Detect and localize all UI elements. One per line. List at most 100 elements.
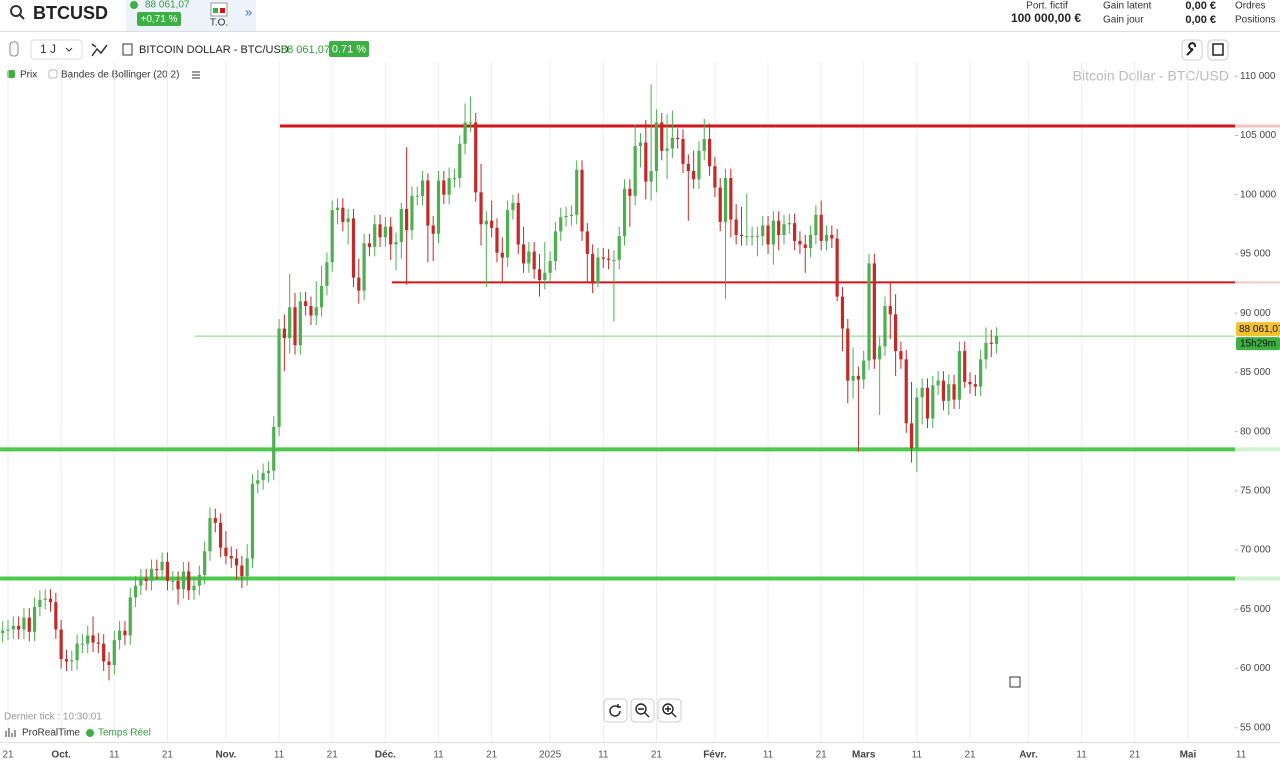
candle-body bbox=[606, 258, 611, 260]
y-tick-label: 55 000 bbox=[1240, 722, 1271, 733]
candle-body bbox=[782, 224, 786, 235]
candle-body bbox=[750, 236, 754, 238]
candle-body bbox=[86, 635, 90, 644]
candle-body bbox=[516, 202, 520, 245]
y-tick-label: 110 000 bbox=[1240, 71, 1276, 82]
portfolio-label: Port. fictif bbox=[1026, 1, 1068, 12]
candle-body bbox=[378, 224, 382, 238]
candle-body bbox=[139, 578, 143, 586]
candle-body bbox=[38, 599, 42, 607]
candle-body bbox=[6, 629, 10, 631]
candle-body bbox=[862, 360, 866, 380]
last-price-label: 88 061,07 bbox=[1239, 324, 1280, 335]
realtime-dot bbox=[86, 729, 94, 737]
candle-body bbox=[564, 216, 568, 218]
candle-body bbox=[426, 180, 430, 226]
bollinger-legend: Bandes de Bollinger (20 2) bbox=[61, 70, 179, 81]
x-tick-label: 11 bbox=[109, 750, 120, 761]
candle-body bbox=[723, 178, 728, 222]
positions[interactable]: Positions bbox=[1235, 15, 1276, 26]
countdown: 15h29m bbox=[1240, 338, 1276, 349]
candle-body bbox=[436, 180, 441, 234]
search-icon[interactable] bbox=[10, 5, 25, 20]
price-legend-swatch[interactable] bbox=[7, 70, 15, 78]
candle-body bbox=[718, 187, 722, 222]
candle-body bbox=[367, 243, 372, 247]
candle-body bbox=[357, 277, 361, 291]
candle-body bbox=[580, 169, 584, 232]
header-price: 88 061,07 bbox=[145, 0, 190, 11]
indicator-icon[interactable] bbox=[91, 43, 108, 57]
candle-body bbox=[936, 380, 940, 386]
candle-body bbox=[872, 263, 876, 360]
period: 1 J bbox=[40, 42, 56, 56]
candle-body bbox=[585, 231, 589, 254]
candle-body bbox=[697, 150, 701, 180]
calendar-button[interactable] bbox=[1207, 39, 1229, 61]
candle-body bbox=[410, 195, 414, 231]
candle-body bbox=[979, 359, 983, 387]
candle-body bbox=[957, 351, 961, 400]
candle-body bbox=[452, 178, 457, 180]
orders[interactable]: Ordres bbox=[1235, 1, 1266, 12]
expand[interactable]: » bbox=[245, 4, 252, 19]
zoom-out-icon bbox=[635, 703, 647, 715]
order-button[interactable]: T.O. bbox=[210, 2, 228, 29]
candle-body bbox=[840, 296, 845, 329]
candle-body bbox=[622, 188, 627, 237]
chart-toolbar: 1 J BITCOIN DOLLAR - BTC/USD 88 061,07 0… bbox=[7, 39, 1229, 81]
toolbar-change: 0.71 % bbox=[332, 43, 366, 55]
last-tick: Dernier tick : 10:30:01 bbox=[4, 712, 102, 723]
candle-body bbox=[931, 385, 935, 419]
candle-body bbox=[575, 169, 579, 215]
candle-body bbox=[888, 306, 892, 315]
candle-body bbox=[245, 558, 249, 577]
candle-body bbox=[628, 188, 632, 196]
candle-body bbox=[867, 263, 871, 361]
y-tick-label: 65 000 bbox=[1240, 604, 1271, 615]
candle-body bbox=[474, 122, 478, 193]
candle-body bbox=[112, 640, 116, 665]
candle-body bbox=[277, 328, 281, 427]
candle-body bbox=[165, 561, 170, 581]
candle-body bbox=[915, 397, 919, 449]
candle-body bbox=[835, 238, 839, 297]
candle-body bbox=[633, 146, 637, 196]
x-tick-label: Avr. bbox=[1019, 750, 1038, 761]
candle-body bbox=[118, 630, 122, 641]
symbol: BTCUSD bbox=[33, 3, 108, 23]
zoom-in-button[interactable] bbox=[657, 698, 682, 723]
candle-body bbox=[458, 143, 462, 179]
candle-body bbox=[984, 342, 988, 360]
candle-body bbox=[729, 178, 733, 220]
candle-body bbox=[389, 226, 393, 245]
info-icon[interactable] bbox=[122, 43, 133, 56]
provider: ProRealTime bbox=[22, 728, 80, 739]
zoom-out-button[interactable] bbox=[630, 698, 655, 723]
candle-body bbox=[373, 224, 377, 247]
candle-body bbox=[941, 380, 946, 401]
y-tick-label: 75 000 bbox=[1240, 485, 1271, 496]
bollinger-legend-swatch[interactable] bbox=[48, 69, 58, 79]
wrench-icon bbox=[1186, 42, 1197, 56]
list-icon[interactable] bbox=[192, 71, 200, 79]
candle-body bbox=[48, 598, 53, 603]
candle-body bbox=[814, 214, 818, 235]
candle-body bbox=[288, 307, 292, 339]
handle-icon[interactable] bbox=[9, 41, 19, 57]
reset-button[interactable] bbox=[603, 698, 628, 723]
x-tick-label: 11 bbox=[598, 750, 609, 761]
candle-body bbox=[745, 236, 749, 238]
candle-body bbox=[484, 220, 488, 225]
reset-icon bbox=[609, 704, 621, 717]
candle-body bbox=[654, 122, 659, 171]
event-icon[interactable] bbox=[1009, 676, 1021, 688]
period-select[interactable] bbox=[30, 39, 83, 60]
zoom-out-glyph bbox=[638, 708, 650, 718]
candle-body bbox=[649, 170, 653, 182]
candle-body bbox=[665, 148, 669, 151]
y-tick-label: 70 000 bbox=[1240, 545, 1271, 556]
candle-body bbox=[160, 561, 164, 571]
candle-body bbox=[644, 142, 648, 182]
candle-body bbox=[176, 580, 180, 590]
